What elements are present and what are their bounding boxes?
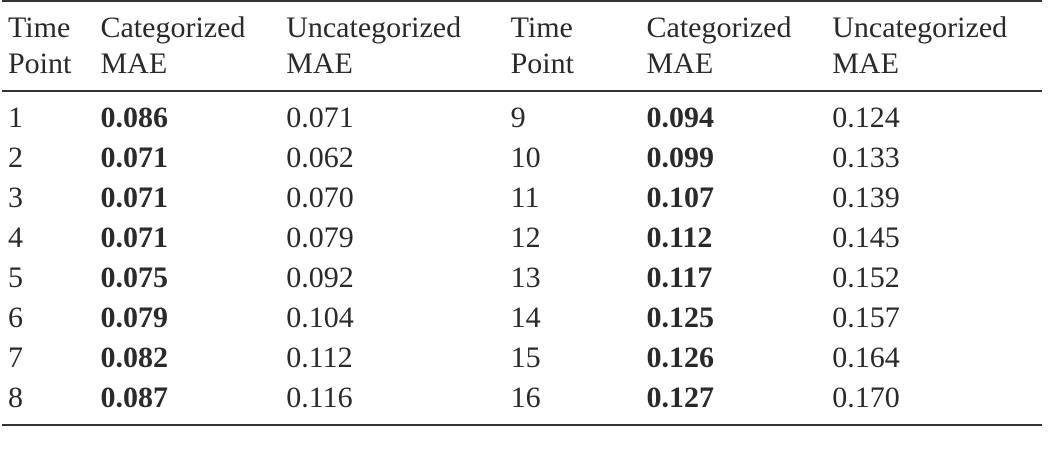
time-point-cell: 10 [510,141,541,174]
uncategorized-mae-cell: 0.079 [286,221,354,254]
header-time-point-right: Time Point [505,1,641,91]
categorized-mae-cell: 0.126 [646,341,715,374]
uncategorized-mae-cell: 0.104 [286,301,354,334]
time-point-cell: 1 [8,101,23,134]
table-row: 5 0.075 0.092 13 0.117 0.152 [2,258,1042,298]
uncategorized-mae-cell: 0.157 [832,301,900,334]
table-row: 7 0.082 0.112 15 0.126 0.164 [2,338,1042,378]
header-line-1: Uncategorized [832,11,1008,44]
header-line-1: Time [8,11,71,44]
time-point-cell: 2 [8,141,23,174]
categorized-mae-cell: 0.125 [646,301,715,334]
table-row: 8 0.087 0.116 16 0.127 0.170 [2,378,1042,425]
time-point-cell: 13 [510,261,541,294]
time-point-cell: 3 [8,181,23,214]
time-point-cell: 12 [510,221,541,254]
uncategorized-mae-cell: 0.145 [832,221,900,254]
header-line-2: MAE [286,47,353,80]
header-uncategorized-mae-right: Uncategorized MAE [826,1,1042,91]
table-row: 4 0.071 0.079 12 0.112 0.145 [2,218,1042,258]
uncategorized-mae-cell: 0.133 [832,141,900,174]
mae-table: Time Point Categorized MAE Uncategorized… [2,0,1042,426]
time-point-cell: 16 [510,381,541,414]
time-point-cell: 7 [8,341,23,374]
time-point-cell: 6 [8,301,23,334]
uncategorized-mae-cell: 0.170 [832,381,900,414]
time-point-cell: 9 [510,101,526,134]
categorized-mae-cell: 0.086 [100,101,168,134]
table-row: 6 0.079 0.104 14 0.125 0.157 [2,298,1042,338]
header-line-1: Categorized [646,11,792,44]
categorized-mae-cell: 0.071 [100,141,168,174]
header-line-2: Point [510,47,574,80]
categorized-mae-cell: 0.094 [646,101,715,134]
table-row: 1 0.086 0.071 9 0.094 0.124 [2,91,1042,138]
categorized-mae-cell: 0.082 [100,341,168,374]
time-point-cell: 5 [8,261,23,294]
uncategorized-mae-cell: 0.124 [832,101,900,134]
categorized-mae-cell: 0.099 [646,141,715,174]
uncategorized-mae-cell: 0.152 [832,261,900,294]
header-categorized-mae-left: Categorized MAE [94,1,280,91]
header-uncategorized-mae-left: Uncategorized MAE [280,1,504,91]
mae-table-container: Time Point Categorized MAE Uncategorized… [2,0,1042,426]
categorized-mae-cell: 0.075 [100,261,168,294]
table-row: 3 0.071 0.070 11 0.107 0.139 [2,178,1042,218]
uncategorized-mae-cell: 0.062 [286,141,354,174]
header-line-2: MAE [832,47,899,80]
categorized-mae-cell: 0.112 [646,221,713,254]
header-line-2: MAE [100,47,168,80]
time-point-cell: 11 [510,181,540,214]
uncategorized-mae-cell: 0.164 [832,341,900,374]
categorized-mae-cell: 0.127 [646,381,715,414]
header-line-2: Point [8,47,72,80]
uncategorized-mae-cell: 0.070 [286,181,354,214]
categorized-mae-cell: 0.071 [100,221,168,254]
header-row: Time Point Categorized MAE Uncategorized… [2,1,1042,91]
time-point-cell: 14 [510,301,541,334]
categorized-mae-cell: 0.117 [646,261,713,294]
categorized-mae-cell: 0.071 [100,181,168,214]
header-line-1: Categorized [100,11,246,44]
uncategorized-mae-cell: 0.116 [286,381,353,414]
header-line-1: Uncategorized [286,11,462,44]
time-point-cell: 8 [8,381,23,414]
header-line-1: Time [510,11,573,44]
categorized-mae-cell: 0.079 [100,301,168,334]
table-row: 2 0.071 0.062 10 0.099 0.133 [2,138,1042,178]
uncategorized-mae-cell: 0.139 [832,181,900,214]
uncategorized-mae-cell: 0.071 [286,101,354,134]
header-line-2: MAE [646,47,714,80]
header-time-point-left: Time Point [2,1,94,91]
table-body: 1 0.086 0.071 9 0.094 0.124 2 0.071 0.06… [2,91,1042,425]
categorized-mae-cell: 0.107 [646,181,715,214]
time-point-cell: 15 [510,341,541,374]
time-point-cell: 4 [8,221,23,254]
uncategorized-mae-cell: 0.092 [286,261,354,294]
categorized-mae-cell: 0.087 [100,381,168,414]
header-categorized-mae-right: Categorized MAE [641,1,827,91]
table-header: Time Point Categorized MAE Uncategorized… [2,1,1042,91]
uncategorized-mae-cell: 0.112 [286,341,353,374]
